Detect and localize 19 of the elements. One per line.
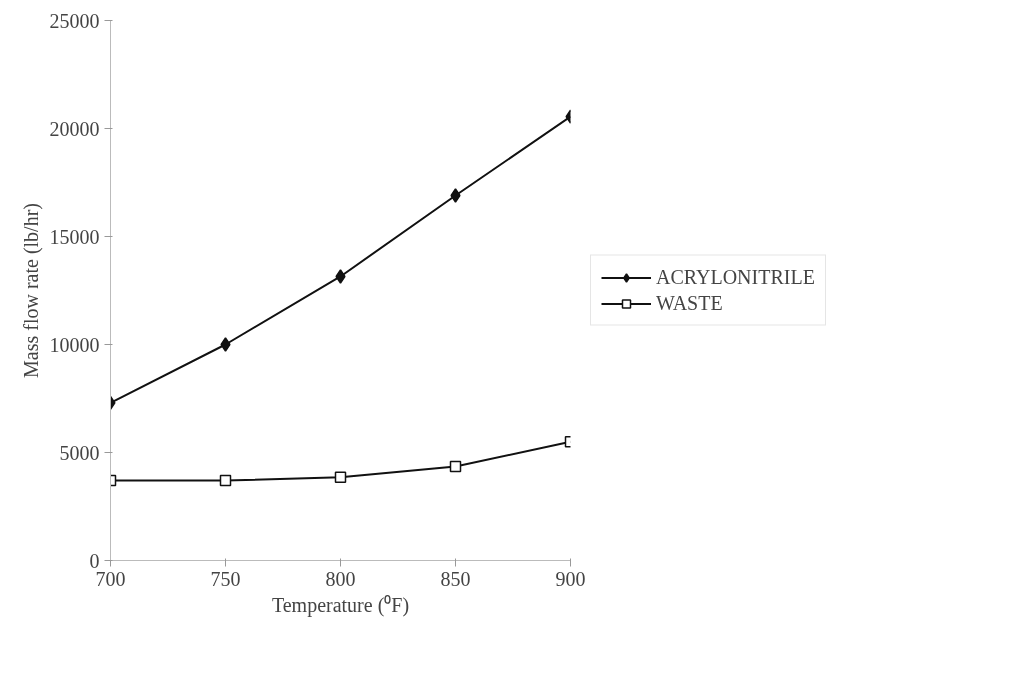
point: [450, 188, 461, 203]
y-tick-label: 25000: [49, 9, 100, 32]
legend-label: ACRYLONITRILE: [656, 265, 815, 289]
y-tick-label: 5000: [59, 441, 100, 464]
x-tick-label: 800: [325, 567, 356, 590]
point: [219, 474, 232, 487]
point: [220, 337, 231, 352]
y-tick-label: 20000: [49, 117, 100, 140]
y-tick-label: 10000: [49, 333, 100, 356]
legend-label: WASTE: [656, 291, 723, 315]
x-tick-label: 850: [440, 567, 471, 590]
y-axis-title: Mass flow rate (lb/hr): [19, 203, 43, 378]
point: [334, 471, 347, 484]
x-tick-label: 750: [210, 567, 241, 590]
point: [335, 269, 346, 284]
point: [449, 460, 462, 473]
y-tick-label: 15000: [49, 225, 100, 248]
x-axis-title: Temperature (⁰F): [271, 593, 410, 617]
x-tick-label: 900: [555, 567, 586, 590]
